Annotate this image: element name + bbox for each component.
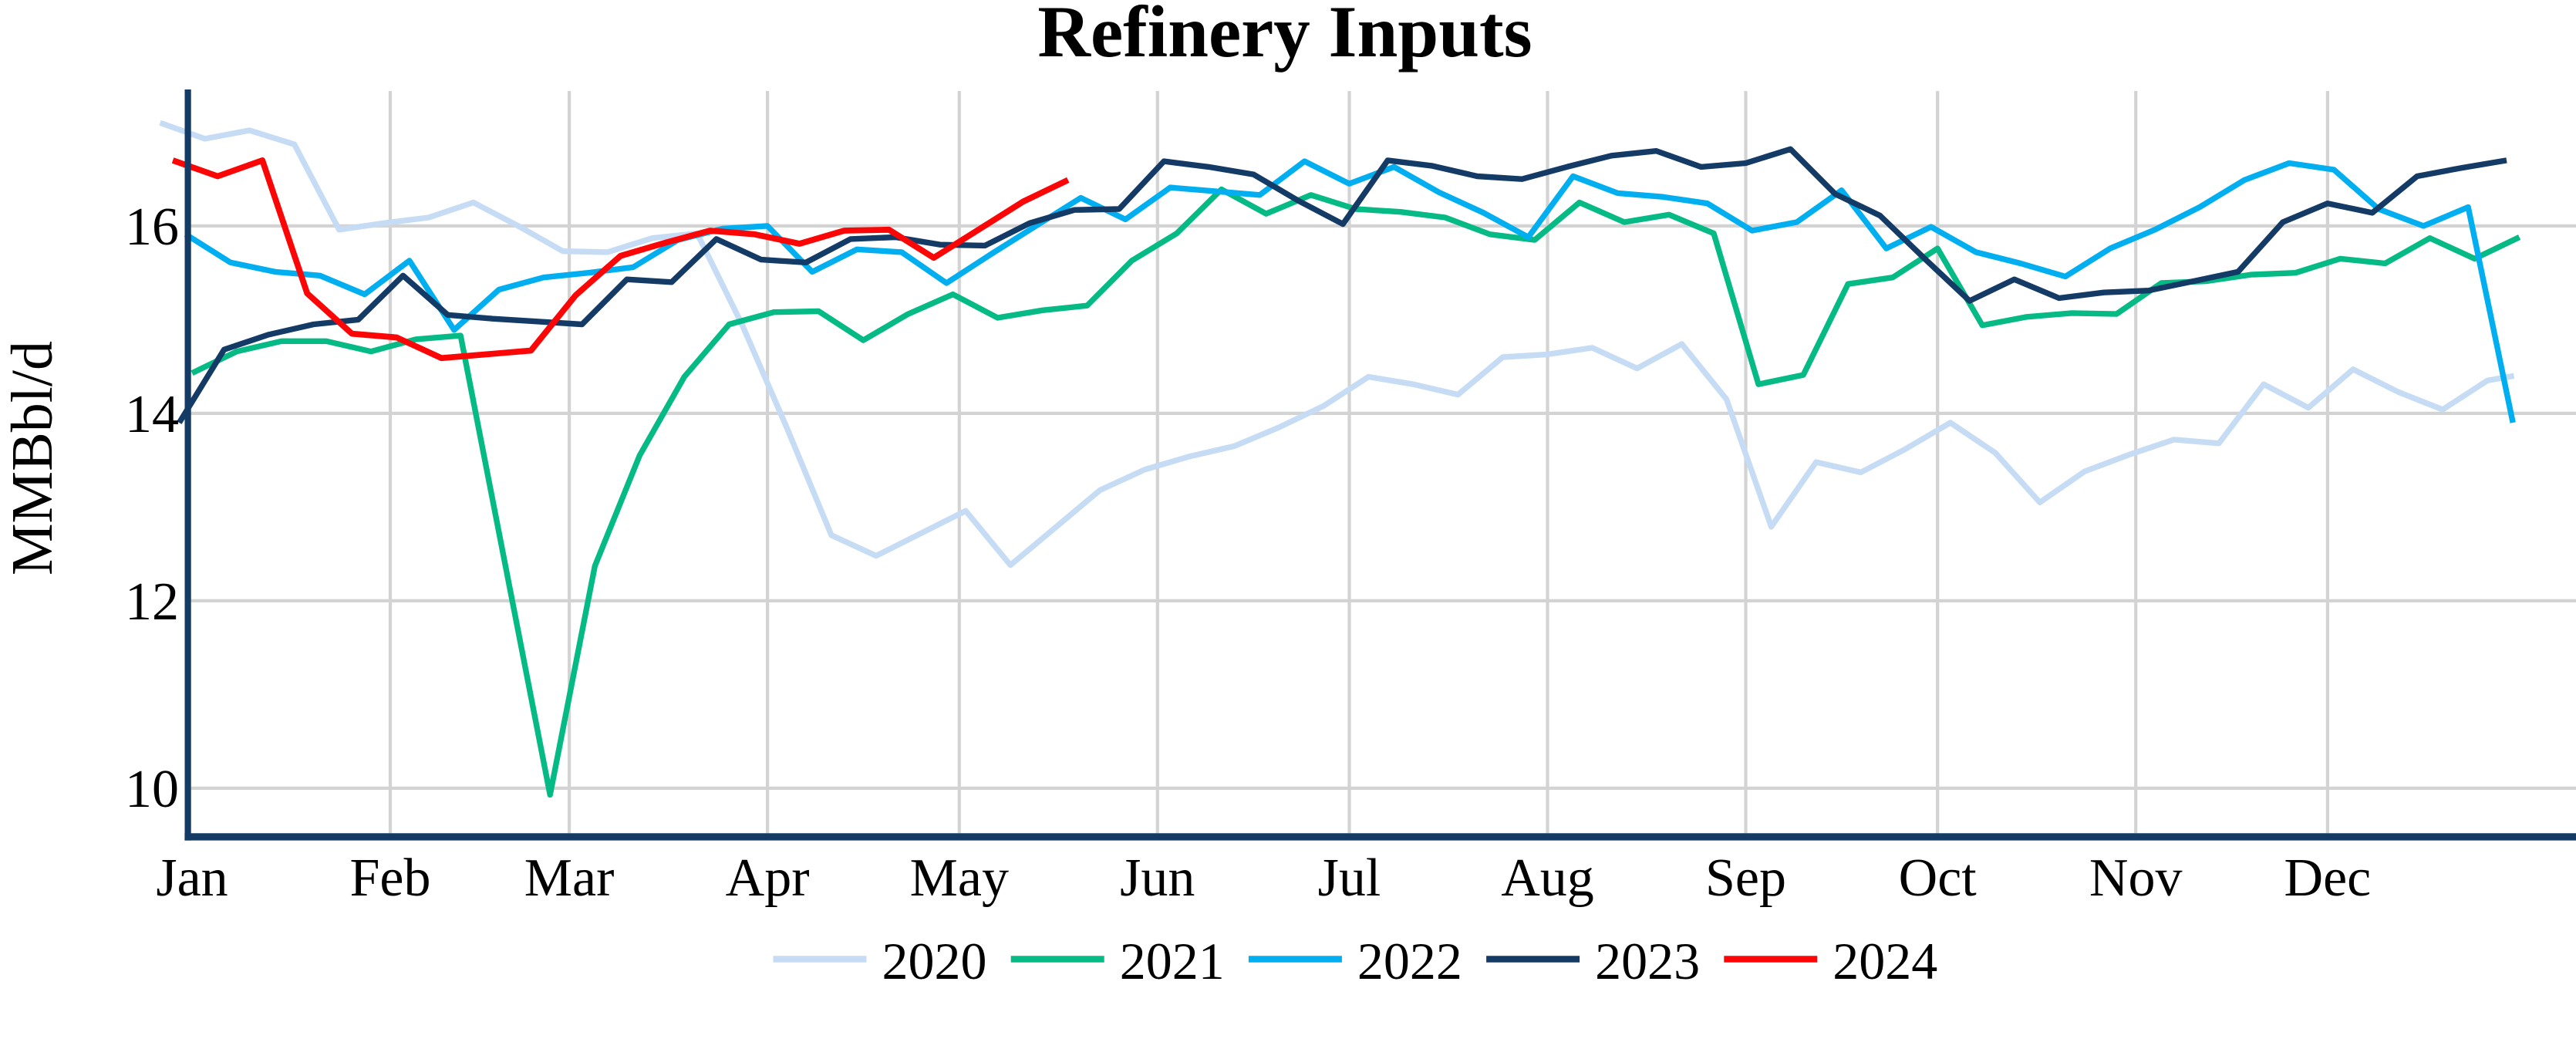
svg-text:Oct: Oct xyxy=(1899,848,1978,908)
svg-text:2020: 2020 xyxy=(882,932,987,990)
svg-text:Jun: Jun xyxy=(1120,848,1195,908)
svg-text:2023: 2023 xyxy=(1595,932,1700,990)
svg-text:2024: 2024 xyxy=(1833,932,1937,990)
svg-text:Aug: Aug xyxy=(1501,848,1594,908)
svg-text:Dec: Dec xyxy=(2284,848,2372,908)
svg-text:2022: 2022 xyxy=(1357,932,1462,990)
svg-text:May: May xyxy=(910,848,1009,908)
svg-text:Sep: Sep xyxy=(1705,848,1786,908)
svg-text:14: 14 xyxy=(125,385,179,444)
svg-text:2021: 2021 xyxy=(1120,932,1225,990)
svg-text:Apr: Apr xyxy=(726,848,810,908)
svg-text:10: 10 xyxy=(125,760,179,819)
svg-text:12: 12 xyxy=(125,572,179,632)
svg-text:MMBbl/d: MMBbl/d xyxy=(0,341,65,575)
svg-text:Nov: Nov xyxy=(2089,848,2183,908)
svg-text:Jul: Jul xyxy=(1318,848,1381,908)
svg-text:Jan: Jan xyxy=(156,848,228,908)
svg-text:Mar: Mar xyxy=(524,848,615,908)
svg-text:Feb: Feb xyxy=(350,848,431,908)
svg-text:16: 16 xyxy=(125,197,179,257)
svg-text:Refinery Inputs: Refinery Inputs xyxy=(1037,0,1532,73)
